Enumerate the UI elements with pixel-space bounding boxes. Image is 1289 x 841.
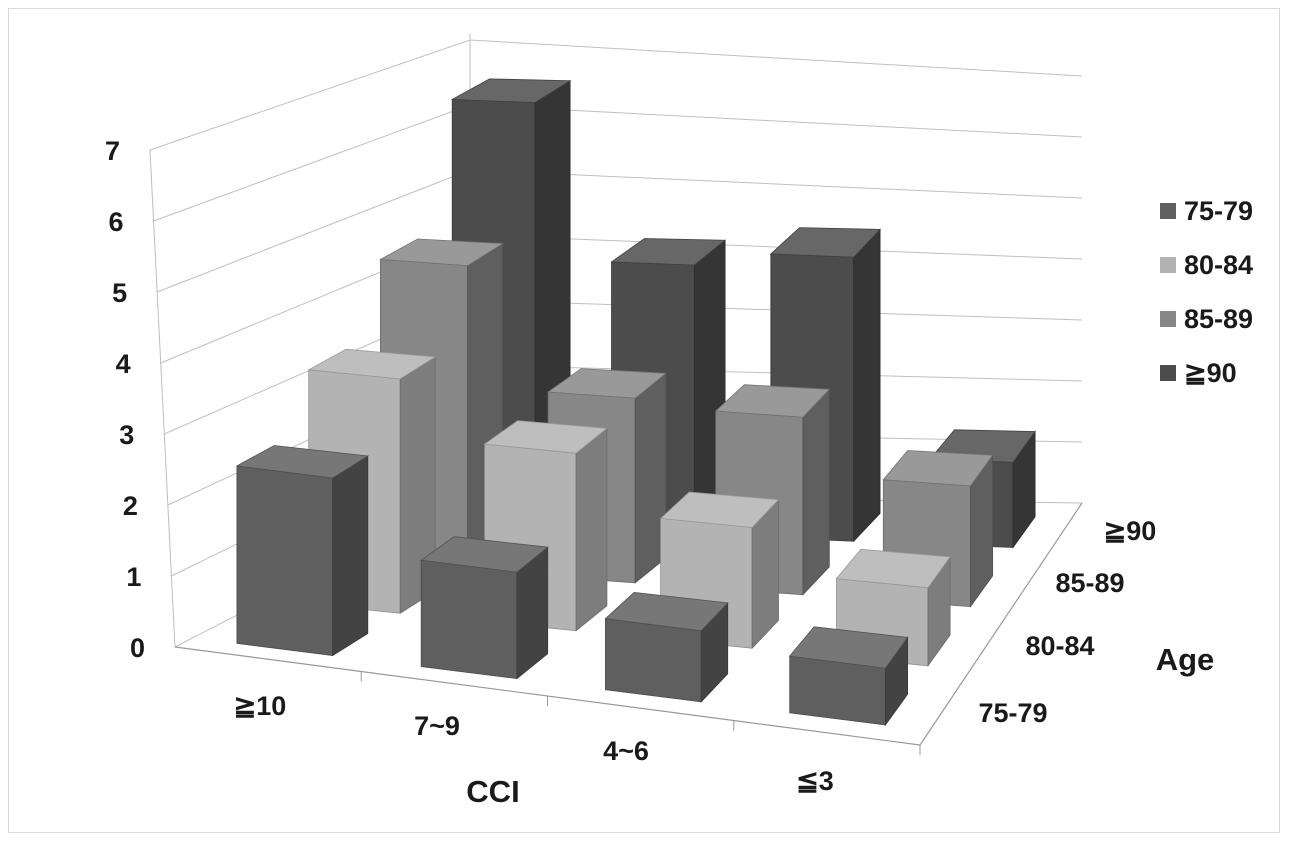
bar-front xyxy=(605,618,702,703)
x-tick-label: 7~9 xyxy=(414,711,460,741)
x-tick-label: ≦3 xyxy=(796,766,834,796)
depth-axis-line xyxy=(919,502,1083,746)
bars xyxy=(235,78,1036,727)
legend-swatch xyxy=(1160,311,1176,327)
depth-tick-label: 85-89 xyxy=(1055,568,1124,598)
y-tick-label: 6 xyxy=(109,207,124,237)
depth-axis-title: Age xyxy=(1156,642,1215,677)
bar-top xyxy=(604,591,729,632)
bar-side xyxy=(575,427,608,632)
gridline-6 xyxy=(153,104,1083,222)
y-tick-label: 3 xyxy=(119,420,134,450)
bar-75-79-≦3 xyxy=(788,626,909,727)
legend-swatch xyxy=(1160,257,1176,273)
legend-swatch xyxy=(1160,365,1176,381)
left-wall-edge xyxy=(149,149,176,648)
y-tick-label: 7 xyxy=(105,136,120,166)
bar-top xyxy=(882,450,994,487)
x-tick-label: 4~6 xyxy=(603,736,649,766)
bar-front xyxy=(420,559,518,680)
bar-75-79-≧10 xyxy=(235,445,369,657)
y-tick-label: 1 xyxy=(126,562,141,592)
legend-label: 75-79 xyxy=(1184,196,1253,226)
y-tick-label: 5 xyxy=(112,278,127,308)
bar-front xyxy=(236,465,334,656)
legend-swatch xyxy=(1160,203,1176,219)
bar-top xyxy=(788,626,909,669)
bar-75-79-4~6 xyxy=(604,591,729,703)
bar-top xyxy=(379,238,504,267)
depth-tick-label: 80-84 xyxy=(1025,631,1094,661)
bar-top xyxy=(546,368,668,399)
bar-side xyxy=(332,455,369,657)
legend-label: ≧90 xyxy=(1184,358,1237,388)
bar-top xyxy=(835,548,951,589)
bar-top xyxy=(659,491,780,528)
bar-side xyxy=(802,388,830,596)
x-tick-label: ≧10 xyxy=(234,691,287,721)
legend-label: 85-89 xyxy=(1184,304,1253,334)
gridline-7 xyxy=(149,39,1083,151)
x-axis-title: CCI xyxy=(466,774,519,809)
y-tick-label: 2 xyxy=(123,491,138,521)
bar-top xyxy=(769,227,882,258)
depth-tick-label: ≧90 xyxy=(1104,516,1157,546)
bar-top xyxy=(307,348,437,380)
bar-top xyxy=(235,445,369,479)
bar-top xyxy=(420,536,549,573)
depth-tick-label: 75-79 xyxy=(978,698,1047,728)
bar-top xyxy=(450,78,572,104)
y-tick-label: 4 xyxy=(116,349,131,379)
legend: 75-79 80-84 85-89 ≧90 xyxy=(1160,196,1253,388)
y-tick-label: 0 xyxy=(130,633,145,663)
bar-75-79-7~9 xyxy=(420,536,549,680)
bar-top xyxy=(610,238,727,266)
legend-label: 80-84 xyxy=(1184,250,1253,280)
axis-labels: 0 1 2 3 4 5 6 7 ≧10 7~9 4~6 ≦3 75-79 80-84 85-89 ≧90 xyxy=(105,136,1156,796)
bar-side xyxy=(853,228,881,543)
bar-top xyxy=(483,420,608,454)
bar-top xyxy=(714,384,831,418)
